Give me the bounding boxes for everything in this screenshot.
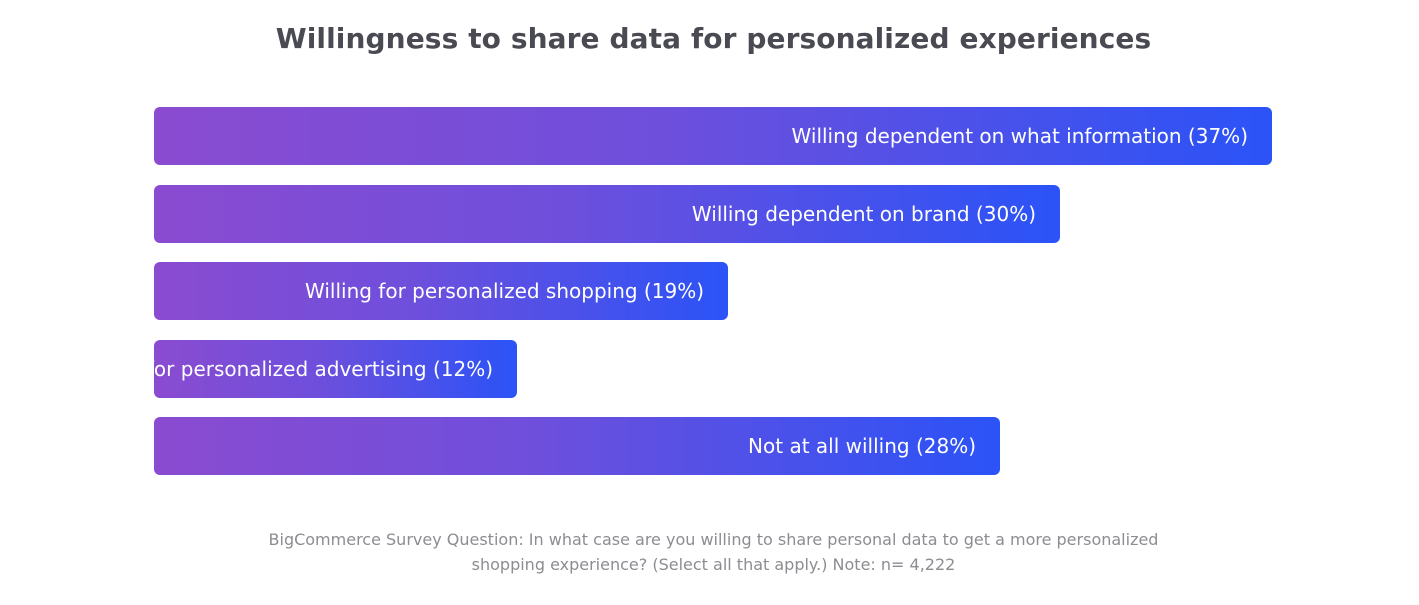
bar-5: Not at all willing (28%) (154, 417, 1000, 475)
chart-footnote: BigCommerce Survey Question: In what cas… (0, 527, 1419, 577)
bar-1: Willing dependent on what information (3… (154, 107, 1272, 165)
bar-label-2: Willing dependent on brand (30%) (691, 202, 1036, 226)
bar-4: Willing for personalized advertising (12… (74, 340, 517, 398)
chart-title: Willingness to share data for personaliz… (275, 22, 1152, 55)
bar-3: Willing for personalized shopping (19%) (154, 262, 728, 320)
bar-label-1: Willing dependent on what information (3… (791, 124, 1248, 148)
bar-label-3: Willing for personalized shopping (19%) (305, 279, 704, 303)
bar-2: Willing dependent on brand (30%) (154, 185, 1060, 243)
bar-label-4: Willing for personalized advertising (12… (73, 357, 493, 381)
bar-label-5: Not at all willing (28%) (748, 434, 976, 458)
footnote-line-1: BigCommerce Survey Question: In what cas… (268, 530, 1159, 549)
footnote-line-2: shopping experience? (Select all that ap… (471, 555, 956, 574)
